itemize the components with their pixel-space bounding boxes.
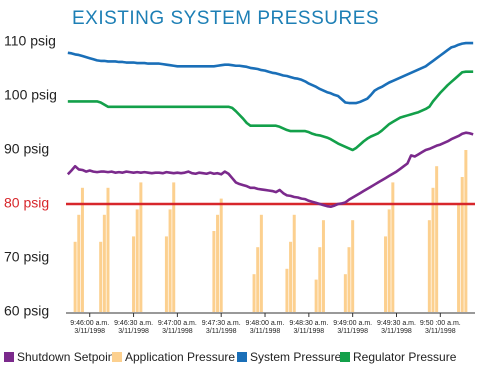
x-tick-label: 9:48:00 a.m. xyxy=(246,320,285,327)
bar xyxy=(99,241,103,312)
x-tick-label: 9:49:30 a.m. xyxy=(377,320,416,327)
bar xyxy=(431,187,435,312)
bar xyxy=(285,268,289,312)
x-tick-label: 9:47:00 a.m. xyxy=(158,320,197,327)
bar xyxy=(216,214,220,312)
y-tick-label: 70 psig xyxy=(4,249,49,265)
line xyxy=(67,70,474,152)
x-tick-label: 9:47:30 a.m. xyxy=(202,320,241,327)
bar xyxy=(132,236,136,312)
bar xyxy=(102,214,106,312)
bar xyxy=(457,204,461,312)
x-tick-label: 3/11/1998 xyxy=(250,328,281,335)
bar xyxy=(387,209,391,312)
bar xyxy=(384,236,388,312)
x-tick-label: 3/11/1998 xyxy=(337,328,368,335)
bar xyxy=(139,182,143,312)
y-tick-label: 80 psig xyxy=(4,195,49,211)
bar xyxy=(292,214,296,312)
bar xyxy=(343,274,347,312)
x-tick-label: 3/11/1998 xyxy=(74,328,105,335)
legend-label: Application Pressure xyxy=(125,350,235,364)
legend-swatch xyxy=(4,352,14,362)
legend-swatch xyxy=(112,352,122,362)
bar xyxy=(256,247,260,312)
bar xyxy=(259,214,263,312)
y-tick-label: 100 psig xyxy=(4,87,57,103)
x-tick-label: 3/11/1998 xyxy=(425,328,456,335)
line xyxy=(67,41,474,105)
bar xyxy=(73,241,77,312)
bar xyxy=(427,220,431,312)
chart-title: EXISTING SYSTEM PRESSURES xyxy=(72,8,379,29)
bar xyxy=(172,182,176,312)
legend-swatch xyxy=(237,352,247,362)
x-tick-label: 3/11/1998 xyxy=(206,328,237,335)
line xyxy=(66,131,474,208)
bar xyxy=(77,214,81,312)
y-tick-label: 110 psig xyxy=(4,33,56,49)
bar xyxy=(391,182,395,312)
bar xyxy=(212,231,216,312)
legend-label: Shutdown Setpoint xyxy=(17,350,118,364)
bar xyxy=(106,187,110,312)
bar xyxy=(460,177,464,312)
bar xyxy=(314,279,318,312)
y-tick-label: 60 psig xyxy=(4,303,49,319)
legend-label: System Pressure xyxy=(250,350,342,364)
legend-swatch xyxy=(340,352,350,362)
bar xyxy=(135,209,139,312)
bar xyxy=(464,150,468,312)
x-tick-label: 9:48:30 a.m. xyxy=(289,320,328,327)
x-tick-label: 9:46:30 a.m. xyxy=(114,320,153,327)
bar xyxy=(219,198,223,312)
x-tick-label: 9:50 :00 a.m. xyxy=(420,320,461,327)
x-tick-label: 3/11/1998 xyxy=(162,328,193,335)
bar xyxy=(321,220,325,312)
bar xyxy=(318,247,322,312)
bar xyxy=(351,220,355,312)
legend-label: Regulator Pressure xyxy=(353,350,457,364)
bar xyxy=(168,209,172,312)
x-tick-label: 3/11/1998 xyxy=(118,328,149,335)
bar xyxy=(164,236,168,312)
bar xyxy=(252,274,256,312)
x-tick-label: 9:46:00 a.m. xyxy=(70,320,109,327)
bar xyxy=(289,241,293,312)
y-tick-label: 90 psig xyxy=(4,141,49,157)
x-tick-label: 3/11/1998 xyxy=(381,328,412,335)
bar xyxy=(435,166,439,312)
x-tick-label: 3/11/1998 xyxy=(294,328,325,335)
x-tick-label: 9:49:00 a.m. xyxy=(333,320,372,327)
bar xyxy=(347,247,351,312)
bar xyxy=(80,187,84,312)
